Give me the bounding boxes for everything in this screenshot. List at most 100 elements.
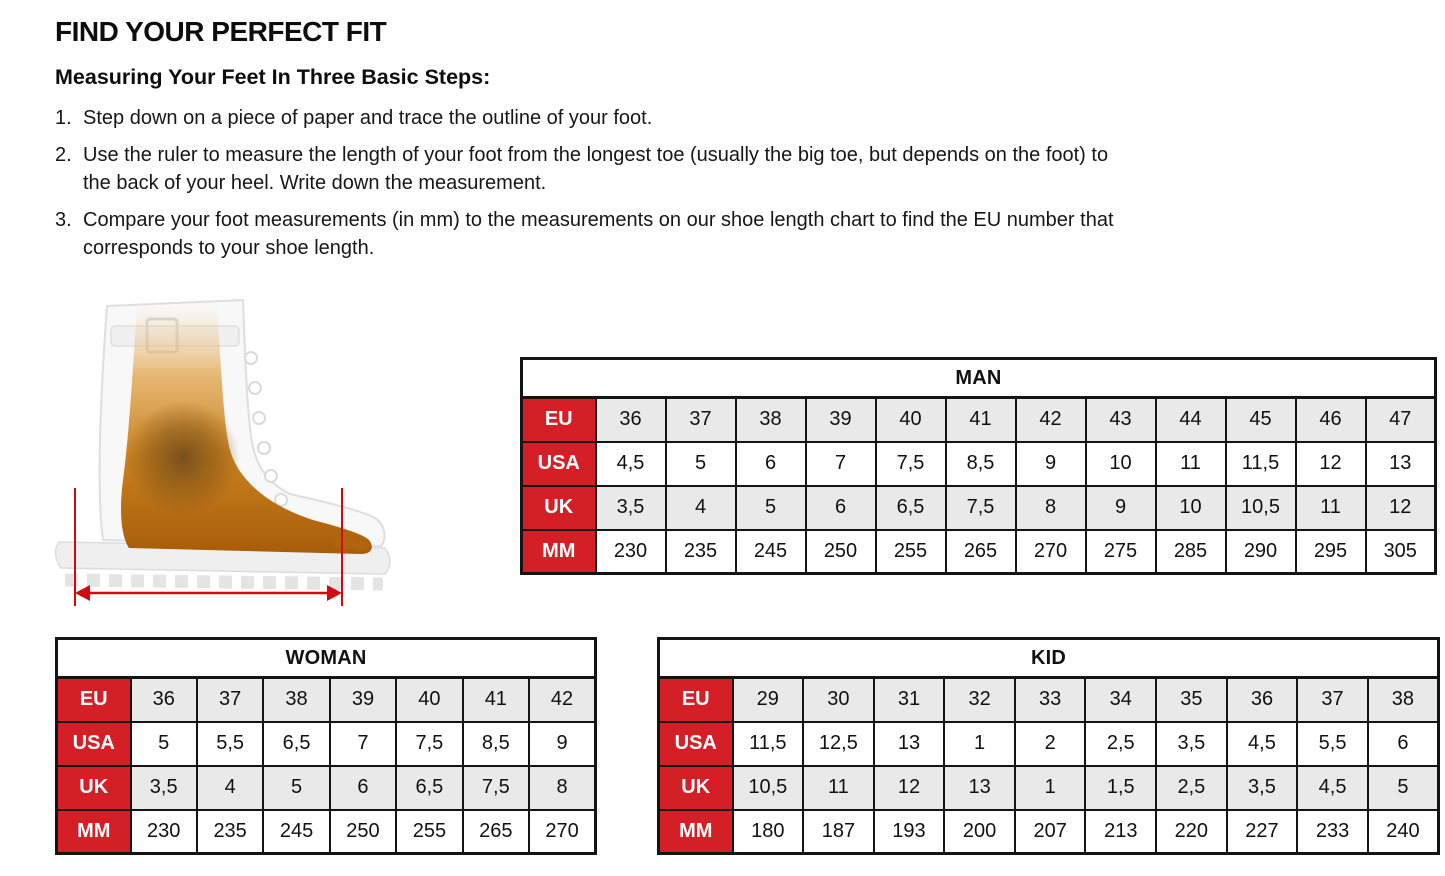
row-label-uk: UK: [657, 764, 734, 811]
size-cell: 4: [195, 764, 265, 811]
size-cell: 207: [1013, 808, 1087, 855]
size-cell: 8,5: [944, 440, 1017, 487]
size-cell: 7,5: [874, 440, 947, 487]
size-cell: 250: [804, 528, 877, 575]
size-cell: 4,5: [1296, 764, 1369, 811]
size-cell: 12,5: [802, 720, 875, 767]
size-cell: 5: [1366, 764, 1440, 811]
table-row: UK 10,5 11 12 13 1 1,5 2,5 3,5 4,5 5: [657, 764, 1440, 811]
boot-xray-svg: [54, 298, 391, 606]
size-cell: 265: [461, 808, 531, 855]
size-cell: 8,5: [461, 720, 531, 767]
size-cell: 13: [1364, 440, 1437, 487]
step-text: Step down on a piece of paper and trace …: [83, 107, 653, 129]
size-cell: 11: [1154, 440, 1227, 487]
size-cell: 8: [1014, 484, 1087, 531]
size-cell: 13: [872, 720, 946, 767]
page-title: FIND YOUR PERFECT FIT: [55, 16, 387, 47]
size-cell: 32: [943, 676, 1016, 723]
xray-foot: [121, 304, 372, 554]
boot-xray-illustration: [45, 296, 400, 616]
size-cell: 233: [1296, 808, 1369, 855]
size-cell: 36: [129, 676, 198, 723]
size-cell: 7,5: [461, 764, 531, 811]
size-cell: 6: [804, 484, 877, 531]
row-label-uk: UK: [55, 764, 132, 811]
row-label-eu: EU: [55, 676, 132, 723]
size-cell: 33: [1013, 676, 1087, 723]
size-cell: 7: [328, 720, 398, 767]
size-table-kid: KID EU 29 30 31 32 33 34 35 36 37 38 USA 11,5 12,5 13 1 2…: [657, 637, 1440, 855]
size-cell: 6: [734, 440, 807, 487]
size-cell: 10: [1154, 484, 1227, 531]
table-row: EU 36 37 38 39 40 41 42: [55, 676, 597, 723]
size-cell: 187: [802, 808, 875, 855]
size-cell: 255: [395, 808, 464, 855]
size-cell: 2,5: [1084, 720, 1158, 767]
size-cell: 9: [1084, 484, 1157, 531]
size-cell: 11,5: [1224, 440, 1297, 487]
row-label-usa: USA: [55, 720, 132, 767]
size-cell: 38: [734, 396, 807, 443]
size-cell: 35: [1155, 676, 1228, 723]
size-cell: 2,5: [1155, 764, 1228, 811]
size-cell: 37: [664, 396, 737, 443]
size-cell: 275: [1084, 528, 1157, 575]
table-title: KID: [657, 637, 1440, 679]
step-number: 3.: [55, 209, 72, 231]
size-cell: 6,5: [874, 484, 947, 531]
size-cell: 41: [944, 396, 1017, 443]
size-cell: 13: [943, 764, 1016, 811]
size-cell: 10,5: [1224, 484, 1297, 531]
size-cell: 7,5: [395, 720, 464, 767]
size-cell: 5: [129, 720, 198, 767]
size-cell: 245: [734, 528, 807, 575]
row-label-uk: UK: [520, 484, 597, 531]
instruction-step-2: 2. Use the ruler to measure the length o…: [55, 141, 1405, 197]
size-cell: 250: [328, 808, 398, 855]
size-cell: 4,5: [1225, 720, 1299, 767]
size-cell: 10,5: [731, 764, 805, 811]
size-cell: 42: [528, 676, 597, 723]
size-cell: 220: [1155, 808, 1228, 855]
table-row: UK 3,5 4 5 6 6,5 7,5 8: [55, 764, 597, 811]
size-cell: 7,5: [944, 484, 1017, 531]
step-number: 2.: [55, 144, 72, 166]
size-cell: 9: [1014, 440, 1087, 487]
lace-eyelets: [244, 351, 288, 507]
size-cell: 38: [262, 676, 331, 723]
size-cell: 6: [1366, 720, 1440, 767]
size-cell: 31: [872, 676, 946, 723]
size-cell: 12: [872, 764, 946, 811]
size-cell: 230: [594, 528, 667, 575]
size-cell: 39: [804, 396, 877, 443]
table-row: USA 5 5,5 6,5 7 7,5 8,5 9: [55, 720, 597, 767]
size-cell: 5: [262, 764, 331, 811]
size-cell: 5,5: [195, 720, 265, 767]
size-cell: 2: [1013, 720, 1087, 767]
size-cell: 29: [731, 676, 805, 723]
size-cell: 36: [594, 396, 667, 443]
table-title: MAN: [520, 357, 1437, 399]
size-cell: 46: [1294, 396, 1367, 443]
size-cell: 47: [1364, 396, 1437, 443]
instruction-steps: 1. Step down on a piece of paper and tra…: [55, 104, 1405, 262]
size-cell: 290: [1224, 528, 1297, 575]
size-cell: 43: [1084, 396, 1157, 443]
size-cell: 5: [664, 440, 737, 487]
size-cell: 4,5: [594, 440, 667, 487]
step-number: 1.: [55, 107, 72, 129]
table-row: MM 230 235 245 250 255 265 270 275 285 290 295 305: [520, 528, 1437, 575]
instruction-step-3: 3. Compare your foot measurements (in mm…: [55, 206, 1405, 262]
size-cell: 11: [802, 764, 875, 811]
size-cell: 45: [1224, 396, 1297, 443]
size-cell: 40: [395, 676, 464, 723]
size-cell: 230: [129, 808, 198, 855]
size-cell: 39: [328, 676, 398, 723]
size-cell: 8: [528, 764, 597, 811]
size-cell: 6: [328, 764, 398, 811]
row-label-eu: EU: [520, 396, 597, 443]
section-subtitle: Measuring Your Feet In Three Basic Steps…: [55, 65, 491, 89]
size-cell: 193: [872, 808, 946, 855]
